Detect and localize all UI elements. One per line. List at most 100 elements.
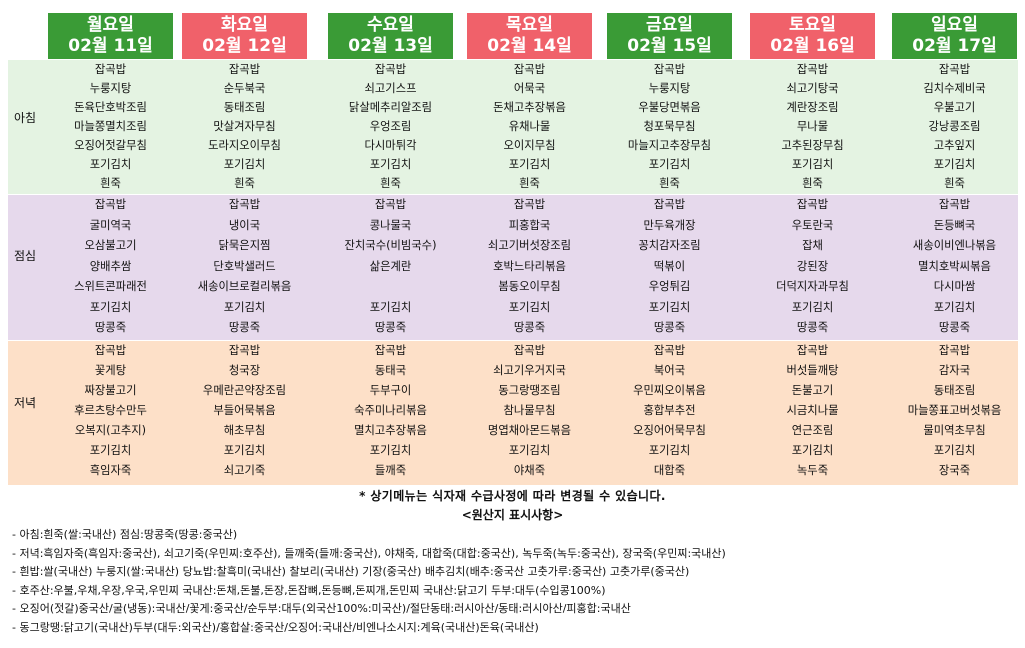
menu-item: 우엉조림 — [369, 120, 412, 133]
menu-item: 떡볶이 — [653, 259, 686, 273]
menu-item: 스위트콘파래전 — [74, 280, 147, 293]
menu-item: 돈육단호박조림 — [74, 101, 147, 114]
menu-item: 포기김치 — [933, 158, 976, 171]
menu-item: 포기김치 — [223, 300, 266, 314]
menu-item: 청포묵무침 — [643, 120, 696, 133]
day-header: 화요일 02월 12일 — [182, 13, 307, 59]
menu-item: 잡곡밥 — [796, 63, 829, 76]
menu-item: 더덕지자과무침 — [776, 280, 849, 293]
breakfast-cell: 잡곡밥 순두북국 동태조림 맛살겨자무침 도라지오이무침 포기김치 흰죽 — [160, 60, 329, 193]
day-header: 토요일 02월 16일 — [750, 13, 875, 59]
menu-item: 흰죽 — [519, 177, 540, 190]
menu-item: 오삼불고기 — [84, 239, 137, 252]
menu-item: 물미역초무침 — [923, 424, 986, 437]
menu-item: 마늘쫑멸치조림 — [74, 120, 147, 133]
menu-item: 잡곡밥 — [513, 344, 546, 357]
menu-item: 쇠고기우거지국 — [493, 364, 566, 377]
menu-item: 우민찌오이볶음 — [633, 384, 706, 397]
day-column: 잡곡밥 김치수제비국 우불고기 강낭콩조림 고추잎지 포기김치 흰죽 잡곡밥 돈등뼈국 새송이비엔… — [870, 0, 1025, 488]
menu-item: 시금치나물 — [786, 404, 839, 417]
menu-item: 멸치호박씨볶음 — [918, 259, 991, 273]
menu-item: 후르츠탕수만두 — [74, 404, 147, 417]
day-name: 일요일 — [931, 15, 978, 35]
menu-item: 우엉튀김 — [648, 280, 691, 293]
menu-item: 냉이국 — [228, 218, 261, 232]
menu-item: 잡곡밥 — [374, 344, 407, 357]
menu-item: 돈채고추장볶음 — [493, 101, 566, 114]
day-name: 수요일 — [367, 15, 414, 35]
menu-item: 마늘지고추장무침 — [627, 139, 712, 152]
origin-line: - 아침:흰죽(쌀:국내산) 점심:땅콩죽(땅콩:중국산) — [12, 528, 238, 541]
menu-item: 해초무침 — [223, 424, 266, 437]
menu-item: 새송이브로컬리볶음 — [197, 280, 292, 293]
menu-item: 두부구이 — [369, 384, 412, 397]
menu-item: 땅콩죽 — [938, 321, 971, 334]
menu-item: 무나물 — [796, 120, 829, 133]
menu-item: 우불고기 — [933, 101, 976, 114]
menu-item: 땅콩죽 — [94, 321, 127, 334]
menu-item: 땅콩죽 — [513, 321, 546, 334]
lunch-cell: 잡곡밥 피홍합국 쇠고기버섯장조림 호박느타리볶음 봄동오이무침 포기김치 땅콩죽 — [445, 195, 614, 339]
breakfast-cell: 잡곡밥 쇠고기스프 닭살메추리알조림 우엉조림 다시마튀각 포기김치 흰죽 — [306, 60, 475, 193]
menu-item: 포기김치 — [508, 300, 551, 314]
menu-item: 쇠고기탕국 — [786, 82, 839, 95]
origin-title: <원산지 표시사항> — [461, 508, 564, 522]
day-date: 02월 17일 — [912, 36, 997, 56]
lunch-cell: 잡곡밥 우토란국 잡채 강된장 더덕지자과무침 포기김치 땅콩죽 — [728, 195, 897, 339]
menu-item: 잡곡밥 — [513, 63, 546, 76]
day-column: 잡곡밥 어묵국 돈채고추장볶음 유채나물 오이지무침 포기김치 흰죽 잡곡밥 피홍합국 쇠고기버섯… — [445, 0, 614, 488]
menu-item: 명엽채아몬드볶음 — [487, 424, 572, 437]
menu-item: 호박느타리볶음 — [493, 259, 566, 273]
day-name: 화요일 — [221, 15, 268, 35]
menu-item: 돈불고기 — [791, 384, 834, 397]
menu-item: 우불당면볶음 — [638, 101, 701, 114]
menu-item: 다시마쌈 — [933, 280, 976, 293]
dinner-band — [8, 341, 1018, 485]
menu-item: 포기김치 — [648, 300, 691, 314]
menu-item: 짜장불고기 — [84, 384, 137, 397]
menu-item: 잡곡밥 — [228, 63, 261, 76]
menu-item: 누룽지탕 — [89, 82, 132, 95]
menu-item: 땅콩죽 — [374, 321, 407, 334]
menu-item: 흰죽 — [380, 177, 401, 190]
breakfast-cell: 잡곡밥 누룽지탕 돈육단호박조림 마늘쫑멸치조림 오징어젓갈무침 포기김치 흰죽 — [26, 60, 195, 193]
menu-item: 대합죽 — [653, 464, 686, 477]
day-name: 금요일 — [646, 15, 693, 35]
menu-item: 포기김치 — [933, 444, 976, 457]
menu-item: 계란장조림 — [786, 101, 839, 114]
breakfast-cell: 잡곡밥 어묵국 돈채고추장볶음 유채나물 오이지무침 포기김치 흰죽 — [445, 60, 614, 193]
menu-item: 포기김치 — [508, 444, 551, 457]
meal-label-lunch: 점심 — [14, 249, 37, 263]
menu-item: 멸치고추장볶음 — [354, 424, 427, 437]
origin-line: - 저녁:흑임자죽(흑임자:중국산), 쇠고기죽(우민찌:호주산), 들깨죽(들… — [12, 546, 726, 560]
menu-item: 잡곡밥 — [94, 198, 127, 211]
breakfast-cell: 잡곡밥 누룽지탕 우불당면볶음 청포묵무침 마늘지고추장무침 포기김치 흰죽 — [585, 60, 754, 193]
menu-item: 잡곡밥 — [653, 344, 686, 357]
menu-item: 포기김치 — [933, 300, 976, 314]
menu-item: 땅콩죽 — [228, 321, 261, 334]
menu-item: 감자국 — [938, 364, 971, 377]
lunch-cell: 잡곡밥 콩나물국 잔치국수(비빔국수) 삶은계란 포기김치 땅콩죽 — [306, 195, 475, 339]
menu-item: 야채죽 — [513, 464, 546, 477]
origin-line: - 흰밥:쌀(국내산) 누룽지(쌀:국내산) 당뇨밥:찰흑미(국내산) 찰보리(… — [12, 565, 690, 578]
menu-item: 양배추쌈 — [89, 259, 132, 273]
menu-item: 다시마튀각 — [364, 139, 417, 152]
menu-item: 도라지오이무침 — [208, 139, 281, 152]
menu-item: 고추잎지 — [933, 139, 976, 152]
menu-item: 강낭콩조림 — [928, 120, 981, 133]
menu-item: 포기김치 — [89, 300, 132, 314]
menu-item: 잡곡밥 — [938, 198, 971, 211]
menu-item: 김치수제비국 — [923, 82, 986, 95]
menu-item: 부들어묵볶음 — [213, 404, 276, 417]
menu-item: 동태국 — [374, 364, 407, 377]
menu-item: 잡곡밥 — [513, 198, 546, 211]
menu-item: 땅콩죽 — [653, 321, 686, 334]
breakfast-band — [8, 60, 1018, 194]
menu-item: 홍합부추전 — [643, 404, 696, 417]
menu-item: 잡곡밥 — [374, 63, 407, 76]
lunch-cell: 잡곡밥 돈등뼈국 새송이비엔나볶음 멸치호박씨볶음 다시마쌈 포기김치 땅콩죽 — [870, 195, 1025, 339]
menu-item: 새송이비엔나볶음 — [912, 239, 997, 252]
menu-item: 잡곡밥 — [94, 63, 127, 76]
menu-item: 잡곡밥 — [938, 344, 971, 357]
lunch-cell: 잡곡밥 굴미역국 오삼불고기 양배추쌈 스위트콘파래전 포기김치 땅콩죽 — [26, 195, 195, 339]
